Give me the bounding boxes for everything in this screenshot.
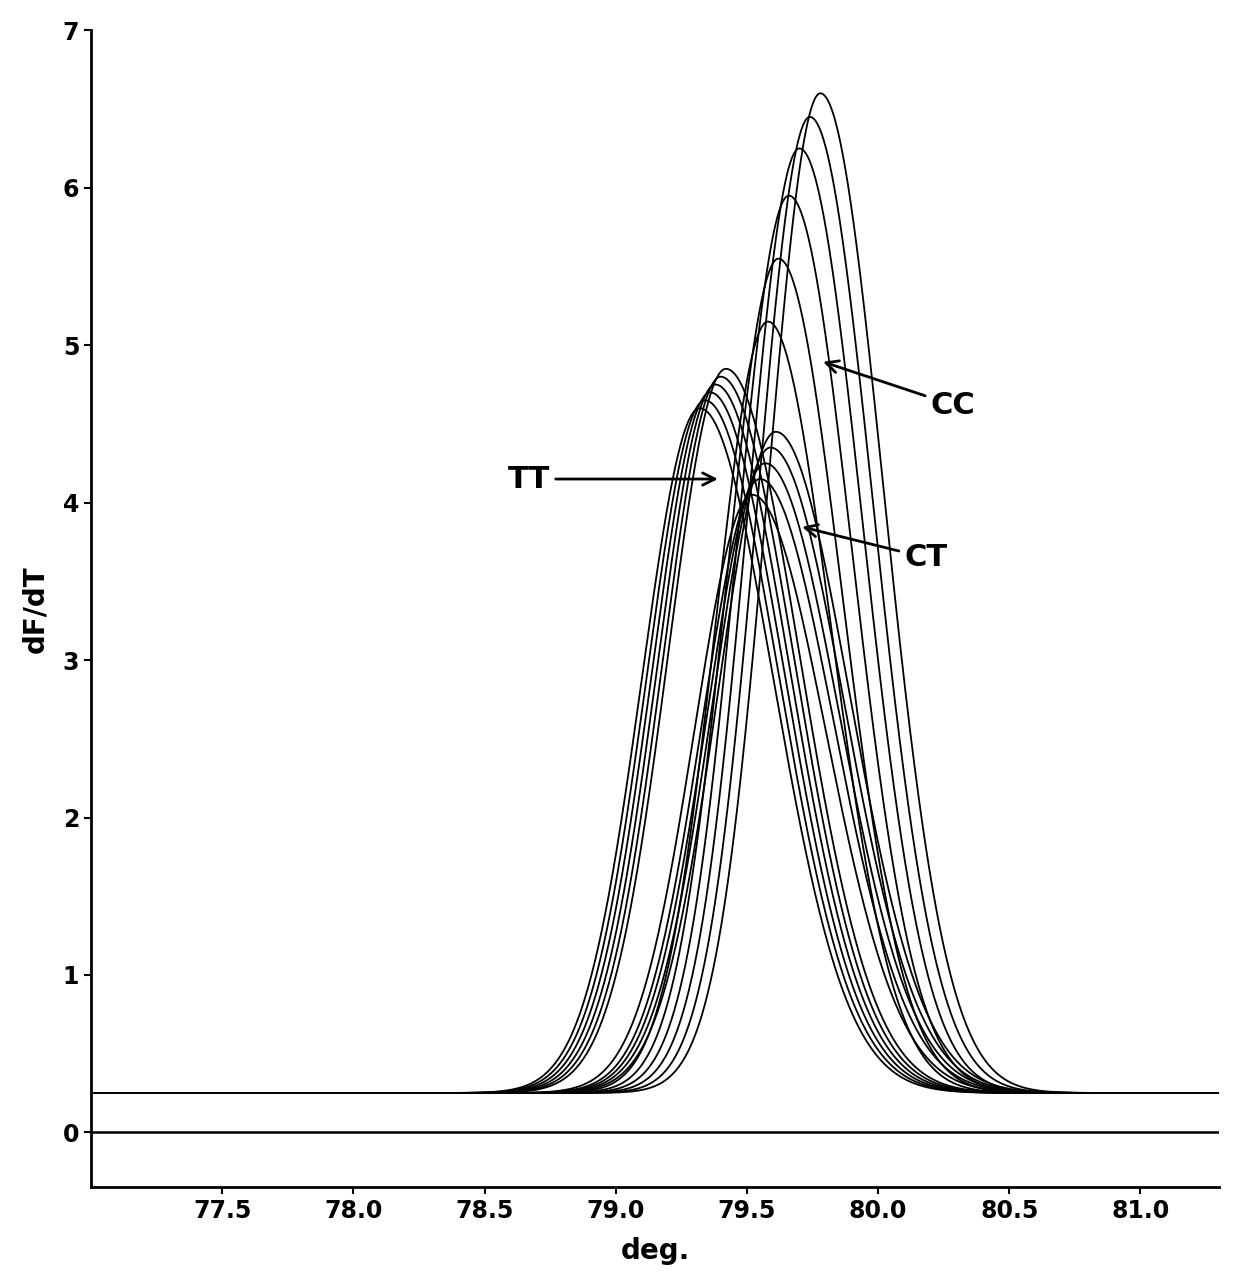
Y-axis label: dF/dT: dF/dT bbox=[21, 565, 48, 653]
Text: TT: TT bbox=[508, 464, 714, 494]
X-axis label: deg.: deg. bbox=[620, 1237, 689, 1265]
Text: CT: CT bbox=[805, 525, 947, 572]
Text: CC: CC bbox=[826, 361, 976, 419]
